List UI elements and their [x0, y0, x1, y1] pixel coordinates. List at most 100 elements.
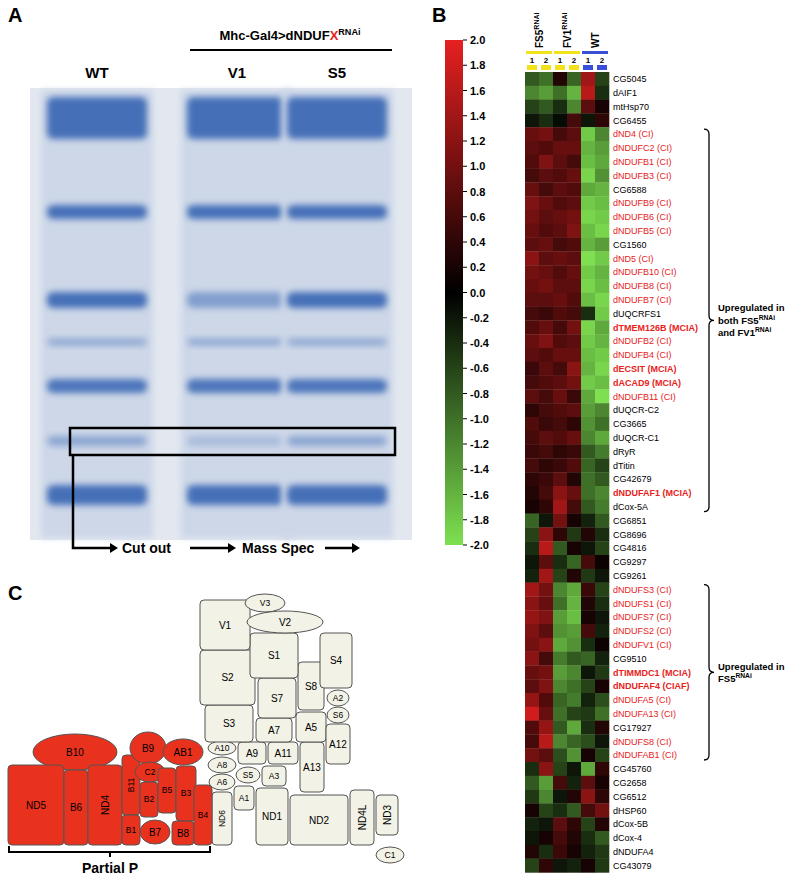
heatmap-cell	[525, 541, 539, 555]
heatmap-cell	[525, 527, 539, 541]
colorbar-tick-label: 1.4	[470, 110, 486, 122]
heatmap-cell	[581, 679, 595, 693]
gel-band	[47, 436, 147, 446]
heatmap-cell	[525, 803, 539, 817]
heatmap-cell	[567, 583, 581, 597]
heatmap-cell	[567, 279, 581, 293]
text-run: FS5	[718, 673, 736, 684]
heatmap-cell	[525, 472, 539, 486]
subunit	[158, 768, 176, 813]
heatmap-cell	[567, 569, 581, 583]
heatmap-cell	[525, 293, 539, 307]
heatmap-cell	[553, 251, 567, 265]
column-label: 2	[600, 56, 605, 65]
heatmap-cell	[525, 445, 539, 459]
heatmap-cell	[595, 86, 609, 100]
subunit-label: B8	[177, 828, 190, 839]
column-swatch	[597, 65, 607, 70]
gel-band	[287, 379, 387, 393]
heatmap-cell	[581, 86, 595, 100]
subunit-label: B7	[149, 827, 162, 838]
heatmap-cell	[539, 514, 553, 528]
subunit	[247, 611, 323, 633]
annotation-text: and FV1RNAi	[718, 326, 771, 338]
heatmap-cell	[567, 155, 581, 169]
heatmap-cell	[567, 362, 581, 376]
column-swatch	[555, 65, 565, 70]
gel-band	[187, 338, 287, 346]
heatmap-cell	[525, 307, 539, 321]
heatmap-cell	[539, 210, 553, 224]
row-label: dCox-4	[613, 833, 642, 843]
heatmap-cell	[525, 486, 539, 500]
heatmap-cell	[581, 100, 595, 114]
heatmap-cell	[595, 141, 609, 155]
heatmap-cell	[553, 224, 567, 238]
row-label: CG9261	[613, 571, 647, 581]
gel-background	[30, 88, 412, 540]
heatmap-cell	[553, 569, 567, 583]
heatmap-cell	[595, 831, 609, 845]
heatmap-cell	[539, 734, 553, 748]
subunit-label: ND3	[382, 805, 393, 825]
gel-band	[47, 338, 147, 346]
heatmap-cell	[567, 417, 581, 431]
heatmap-cell	[539, 776, 553, 790]
heatmap-cell	[581, 334, 595, 348]
heatmap-cell	[581, 362, 595, 376]
heatmap-cell	[539, 362, 553, 376]
heatmap-cell	[581, 652, 595, 666]
arrowhead	[352, 543, 360, 553]
heatmap-cell	[595, 610, 609, 624]
column-swatch	[583, 65, 593, 70]
heatmap-cell	[595, 279, 609, 293]
heatmap-cell	[525, 417, 539, 431]
row-label: dNDUFS7 (CI)	[613, 612, 672, 622]
subunit	[250, 633, 298, 678]
heatmap-cell	[553, 155, 567, 169]
colorbar-tick	[463, 115, 467, 116]
heatmap-cell	[539, 224, 553, 238]
heatmap-cell	[539, 583, 553, 597]
subunit	[140, 820, 170, 844]
row-label: dNDUFAB1 (CI)	[613, 750, 677, 760]
subunit-label: S6	[333, 710, 344, 720]
heatmap-cell	[581, 141, 595, 155]
heatmap-cell	[567, 762, 581, 776]
heatmap-cell	[567, 182, 581, 196]
heatmap-cell	[539, 762, 553, 776]
heatmap-cell	[525, 638, 539, 652]
heatmap-cell	[553, 624, 567, 638]
heatmap-cell	[553, 362, 567, 376]
bracket	[9, 846, 210, 852]
heatmap-cell	[567, 238, 581, 252]
heatmap-cell	[581, 610, 595, 624]
heatmap-cell	[567, 679, 581, 693]
subunit-label: S8	[305, 681, 318, 692]
gel-band	[47, 292, 147, 308]
heatmap-cell	[581, 859, 595, 873]
heatmap-cell	[581, 569, 595, 583]
heatmap-cell	[567, 431, 581, 445]
gel-band	[187, 379, 287, 393]
heatmap-cell	[581, 224, 595, 238]
colorbar-tick	[463, 40, 467, 41]
subunit-labels: A10A8A6ND6A9A11S5A3A1ND1A13A7A5A12S3S7S8…	[26, 598, 396, 860]
heatmap-cell	[525, 320, 539, 334]
heatmap-cell	[581, 169, 595, 183]
row-label: dNDUFB2 (CI)	[613, 336, 672, 346]
colorbar	[445, 40, 463, 545]
gel-band	[187, 205, 287, 219]
heatmap-cell	[595, 210, 609, 224]
subunit	[236, 767, 260, 783]
subunit	[238, 742, 266, 764]
heatmap-cell	[553, 831, 567, 845]
row-label: dNDUFS3 (CI)	[613, 585, 672, 595]
heatmap-cell	[581, 293, 595, 307]
row-label: CG2658	[613, 778, 647, 788]
gel-band	[187, 485, 287, 505]
heatmap-cell	[581, 762, 595, 776]
colorbar-tick	[463, 141, 467, 142]
subunit	[172, 821, 194, 845]
subunit	[262, 766, 286, 786]
